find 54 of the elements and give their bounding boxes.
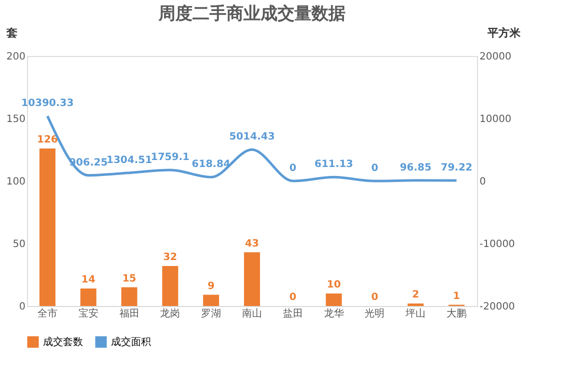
data-label: 32 bbox=[163, 252, 178, 263]
bar bbox=[162, 266, 178, 306]
data-label: 9 bbox=[208, 280, 215, 292]
y2-tick-label: 0 bbox=[480, 176, 486, 188]
x-tick-label: 坪山 bbox=[404, 308, 426, 320]
bar bbox=[203, 294, 220, 306]
y-axis-title: 套 bbox=[6, 26, 18, 40]
y-tick-label: 200 bbox=[6, 52, 26, 62]
data-label: 126 bbox=[37, 134, 58, 146]
x-tick-label: 大鹏 bbox=[446, 308, 467, 320]
y2-tick-label: 20000 bbox=[480, 52, 512, 62]
y-tick-label: 150 bbox=[6, 114, 26, 125]
data-label: 14 bbox=[81, 274, 96, 286]
x-tick-label: 宝安 bbox=[78, 308, 98, 320]
bar bbox=[326, 294, 342, 306]
data-label: 5014.43 bbox=[229, 132, 275, 143]
bar bbox=[80, 288, 96, 306]
chart-title: 周度二手商业成交量数据 bbox=[158, 4, 346, 24]
data-label: 15 bbox=[122, 273, 136, 284]
data-label: 618.84 bbox=[192, 159, 230, 170]
bar bbox=[121, 287, 138, 306]
data-label: 0 bbox=[371, 163, 378, 174]
y2-tick-label: -20000 bbox=[480, 302, 515, 312]
x-tick-label: 盐田 bbox=[282, 308, 303, 320]
y-tick-label: 100 bbox=[6, 176, 26, 188]
data-label: 611.13 bbox=[314, 159, 354, 170]
x-tick-label: 罗湖 bbox=[201, 308, 222, 320]
data-label: 10390.33 bbox=[21, 98, 74, 110]
data-label: 79.22 bbox=[440, 162, 472, 174]
data-label: 1759.1 bbox=[150, 152, 190, 164]
legend-label: 成交套数 bbox=[43, 336, 83, 348]
x-tick-label: 光明 bbox=[364, 308, 385, 320]
x-tick-label: 龙华 bbox=[324, 308, 344, 320]
legend-label: 成交面积 bbox=[111, 336, 151, 348]
y-tick-label: 0 bbox=[19, 302, 26, 312]
data-label: 2 bbox=[412, 290, 420, 300]
y2-axis-title: 平方米 bbox=[486, 26, 522, 40]
data-label: 1304.51 bbox=[106, 154, 152, 166]
x-tick-label: 福田 bbox=[119, 308, 140, 320]
data-label: 96.85 bbox=[400, 162, 432, 174]
y2-tick-label: -10000 bbox=[480, 239, 515, 250]
data-label: 43 bbox=[245, 238, 259, 250]
data-label: 0 bbox=[289, 163, 296, 174]
y-tick-label: 50 bbox=[12, 239, 26, 250]
x-tick-label: 全市 bbox=[37, 308, 58, 320]
x-tick-label: 南山 bbox=[242, 308, 262, 320]
y2-tick-label: 10000 bbox=[480, 114, 512, 125]
data-label: 0 bbox=[371, 292, 378, 303]
data-label: 10 bbox=[326, 280, 341, 290]
data-label: 0 bbox=[289, 292, 296, 303]
x-tick-label: 龙岗 bbox=[160, 308, 180, 320]
bar bbox=[244, 252, 260, 306]
bar bbox=[39, 148, 56, 306]
data-label: 1 bbox=[453, 290, 460, 302]
